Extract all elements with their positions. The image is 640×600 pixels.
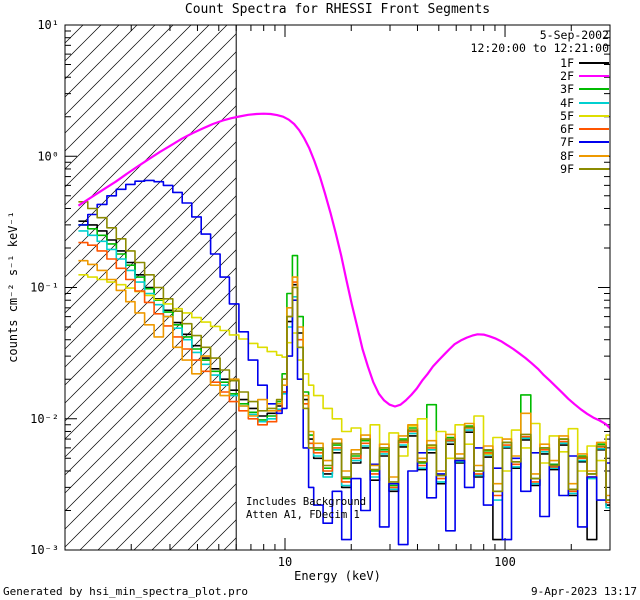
legend-item-2F: 2F <box>560 68 609 83</box>
y-tick-label: 10⁻² <box>30 412 59 426</box>
legend-item-4F: 4F <box>560 95 609 110</box>
y-tick-label: 10¹ <box>37 18 59 32</box>
generated-timestamp: 9-Apr-2023 13:17 <box>531 585 637 598</box>
legend-line-swatch <box>579 88 609 91</box>
legend-item-7F: 7F <box>560 135 609 150</box>
x-tick-label: 100 <box>494 555 516 569</box>
legend-line-swatch <box>579 74 609 77</box>
legend-label: 7F <box>560 135 574 150</box>
legend-label: 8F <box>560 148 574 163</box>
legend-label: 9F <box>560 162 574 177</box>
curve-2F <box>77 112 610 430</box>
legend-item-3F: 3F <box>560 82 609 97</box>
legend-line-swatch <box>579 61 609 64</box>
y-tick-label: 10⁰ <box>37 149 59 163</box>
spectra-curves <box>77 112 610 546</box>
tick-labels: 10 100 10¹ 10⁰ 10⁻¹ 10⁻² 10⁻³ <box>30 18 516 569</box>
axis-ticks <box>65 24 610 551</box>
curve-7F <box>78 179 610 546</box>
legend-label: 1F <box>560 55 574 70</box>
curve-9F <box>78 201 610 501</box>
legend-item-8F: 8F <box>560 148 609 163</box>
legend-item-1F: 1F <box>560 55 609 70</box>
plot-note: Includes Background Atten A1, FDecim 1 <box>246 496 366 521</box>
legend-item-9F: 9F <box>560 162 609 177</box>
legend-line-swatch <box>579 154 609 157</box>
legend: 1F 2F 3F 4F 5F 6F 7F 8F 9F <box>560 56 609 176</box>
note-line-1: Includes Background <box>246 496 367 508</box>
legend-label: 3F <box>560 82 574 97</box>
plot-border <box>64 24 611 551</box>
y-tick-label: 10⁻¹ <box>30 281 59 295</box>
legend-item-5F: 5F <box>560 108 609 123</box>
legend-line-swatch <box>579 101 609 104</box>
observation-time-range: 12:20:00 to 12:21:00 <box>470 41 609 55</box>
legend-item-6F: 6F <box>560 122 609 137</box>
note-line-2: Atten A1, FDecim 1 <box>246 508 360 521</box>
generated-by-text: Generated by hsi_min_spectra_plot.pro <box>3 585 249 598</box>
x-axis-label: Energy (keV) <box>294 569 381 583</box>
x-tick-label: 10 <box>278 555 292 569</box>
legend-label: 4F <box>560 95 574 110</box>
curve-5F <box>78 274 610 472</box>
observation-date: 5-Sep-2002 <box>539 28 609 42</box>
legend-line-swatch <box>579 114 609 117</box>
legend-label: 6F <box>560 122 574 137</box>
legend-label: 2F <box>560 68 574 83</box>
legend-label: 5F <box>560 108 574 123</box>
legend-line-swatch <box>579 141 609 144</box>
y-tick-label: 10⁻³ <box>30 543 59 557</box>
page-title: Count Spectra for RHESSI Front Segments <box>184 2 491 17</box>
legend-line-swatch <box>579 168 609 171</box>
y-axis-label: counts cm⁻² s⁻¹ keV⁻¹ <box>6 211 20 363</box>
legend-line-swatch <box>579 128 609 131</box>
